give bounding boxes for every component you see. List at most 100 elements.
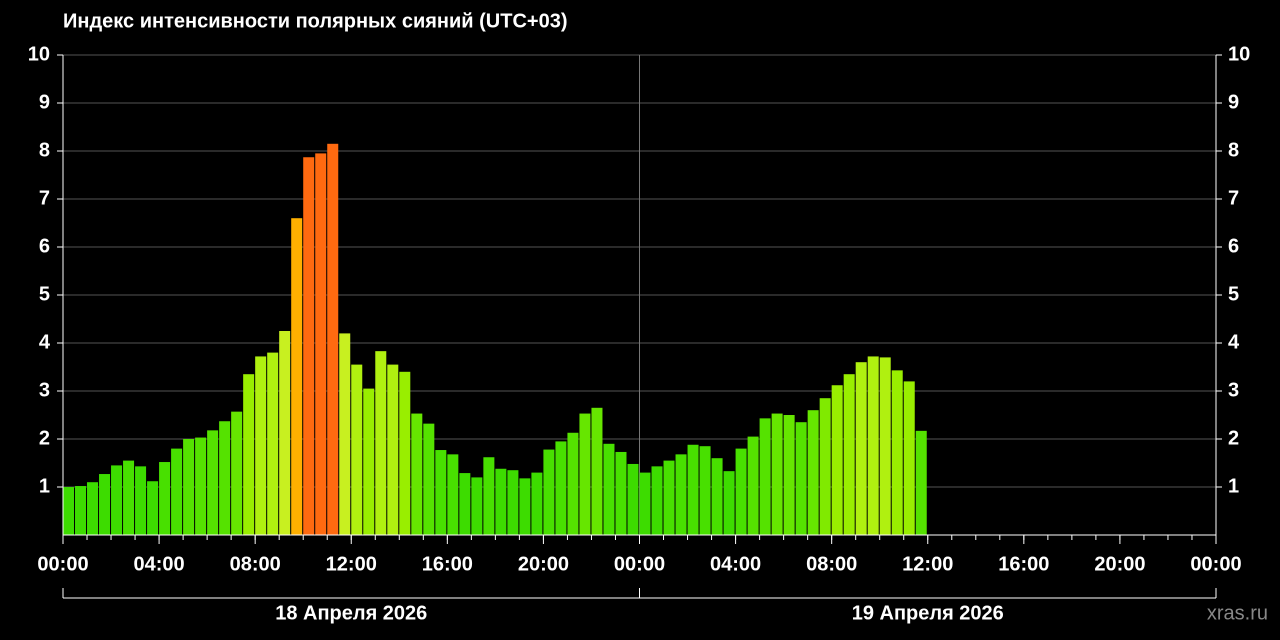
bar (375, 351, 387, 535)
bar (339, 333, 351, 535)
x-tick-label: 16:00 (998, 553, 1049, 575)
bar (459, 473, 471, 535)
x-tick-label: 00:00 (614, 553, 665, 575)
bar (675, 454, 687, 535)
y-tick-label-right: 8 (1228, 139, 1239, 161)
bar (159, 462, 171, 535)
bar (759, 418, 771, 535)
bar (567, 432, 579, 535)
y-tick-label-right: 9 (1228, 91, 1239, 113)
y-tick-label-right: 5 (1228, 283, 1239, 305)
x-tick-label: 08:00 (230, 553, 281, 575)
y-tick-label: 1 (39, 475, 50, 497)
x-tick-label: 00:00 (1190, 553, 1241, 575)
bar (807, 410, 819, 535)
bar (303, 157, 315, 536)
bar (603, 443, 615, 535)
bar (651, 466, 663, 535)
bar (819, 398, 831, 535)
bar (111, 465, 123, 535)
bar (543, 449, 555, 535)
bar (891, 370, 903, 535)
bar (507, 470, 519, 535)
bar (399, 371, 411, 535)
date-label: 18 Апреля 2026 (275, 602, 427, 624)
bar (267, 352, 279, 535)
bar (795, 422, 807, 535)
bar (195, 437, 207, 535)
y-tick-label-right: 6 (1228, 235, 1239, 257)
bar (135, 466, 147, 535)
y-tick-label: 10 (28, 43, 50, 65)
bar (711, 458, 723, 535)
x-tick-label: 12:00 (326, 553, 377, 575)
bar (279, 331, 291, 535)
bar (387, 364, 399, 535)
bar (663, 460, 675, 535)
y-tick-label-right: 1 (1228, 475, 1239, 497)
y-tick-label-right: 2 (1228, 427, 1239, 449)
bar (315, 153, 327, 535)
y-tick-label: 7 (39, 187, 50, 209)
bar (423, 423, 435, 535)
bar (171, 448, 183, 535)
y-tick-label: 6 (39, 235, 50, 257)
y-tick-label: 3 (39, 379, 50, 401)
bar (471, 477, 483, 535)
bar (867, 356, 879, 535)
bar (723, 471, 735, 535)
bar (915, 430, 927, 535)
y-tick-label: 8 (39, 139, 50, 161)
y-tick-label-right: 3 (1228, 379, 1239, 401)
bar (879, 357, 891, 535)
x-tick-label: 20:00 (518, 553, 569, 575)
bar (483, 457, 495, 535)
bar (435, 450, 447, 535)
bar (783, 415, 795, 535)
bar (627, 463, 639, 535)
bar (843, 374, 855, 535)
bar (903, 381, 915, 535)
y-tick-label: 5 (39, 283, 50, 305)
x-tick-label: 04:00 (710, 553, 761, 575)
bar (243, 374, 255, 535)
y-tick-label-right: 10 (1228, 43, 1250, 65)
bar (531, 472, 543, 535)
chart-title: Индекс интенсивности полярных сияний (UT… (63, 10, 567, 32)
bar (351, 364, 363, 535)
date-label: 19 Апреля 2026 (852, 602, 1004, 624)
bar (747, 436, 759, 535)
y-tick-label: 2 (39, 427, 50, 449)
x-tick-label: 12:00 (902, 553, 953, 575)
y-tick-label: 4 (39, 331, 51, 353)
x-tick-label: 00:00 (37, 553, 88, 575)
bar (639, 472, 651, 535)
bar (591, 407, 603, 535)
bar (555, 441, 567, 535)
x-tick-label: 16:00 (422, 553, 473, 575)
bar (519, 478, 531, 535)
bar (207, 430, 219, 535)
bar (75, 486, 87, 535)
bar (123, 460, 135, 535)
bar (183, 439, 195, 535)
bar (291, 218, 303, 535)
bar (699, 446, 711, 535)
y-tick-label-right: 7 (1228, 187, 1239, 209)
y-tick-label-right: 4 (1228, 331, 1240, 353)
bar (831, 385, 843, 535)
x-tick-label: 08:00 (806, 553, 857, 575)
bar (63, 487, 75, 535)
bar (687, 444, 699, 535)
bar (231, 411, 243, 535)
bar (411, 413, 423, 535)
bar (327, 143, 339, 536)
bar (495, 468, 507, 535)
bar (615, 451, 627, 535)
bar (255, 356, 267, 535)
x-tick-label: 04:00 (134, 553, 185, 575)
bar (363, 388, 375, 535)
bar (855, 362, 867, 535)
watermark: xras.ru (1207, 602, 1268, 624)
